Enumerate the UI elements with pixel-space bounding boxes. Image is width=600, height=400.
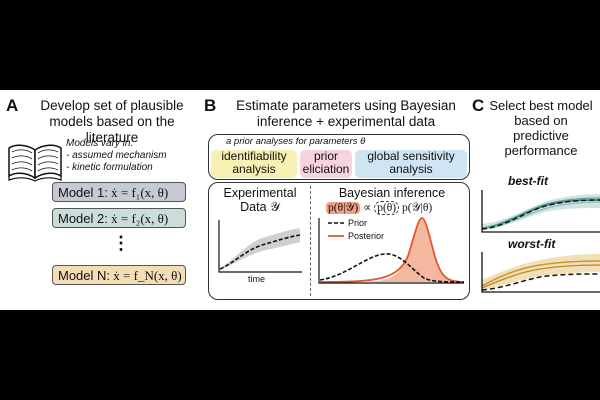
panel-c-heading-line4: performance: [504, 143, 578, 158]
panel-c-heading-line2: based on: [514, 113, 568, 128]
legend-prior-label: Prior: [348, 218, 368, 228]
experimental-axes: [218, 220, 302, 273]
panel-b-heading: Estimate parameters using Bayesian infer…: [218, 98, 474, 130]
bayes-equation: p(θ|𝒴) ∝ p(θ) p(𝒴|θ): [326, 200, 432, 216]
prior-analyses-title: a prior analyses for parameters θ: [226, 136, 366, 147]
models-vary-item-kinetic: - kinetic formulation: [66, 162, 153, 173]
identifiability-line2: analysis: [232, 162, 276, 176]
panel-c-heading-line3: predictive: [513, 128, 569, 143]
likelihood-term: p(𝒴|θ): [402, 202, 433, 214]
model-2-label: Model 2:: [58, 211, 108, 226]
model-1-box: Model 1: ẋ = f₁(x, θ): [52, 182, 186, 202]
panel-b-letter: B: [204, 96, 217, 115]
worst-fit-band: [482, 254, 600, 290]
proportional-symbol: ∝: [363, 202, 372, 214]
bayes-axes: [318, 218, 464, 284]
prior-term: p(θ): [374, 201, 400, 215]
prior-curve: [319, 253, 465, 283]
experimental-data-plot: [218, 220, 302, 273]
experimental-data-title: Experimental Data 𝒴: [212, 186, 308, 214]
prior-analyses-box: [208, 134, 470, 180]
experimental-band: [220, 228, 300, 270]
model-n-equation: ẋ = f_N(x, θ): [113, 268, 182, 283]
time-axis-label: time: [248, 274, 266, 284]
global-sensitivity-tag: global sensitivity analysis: [355, 150, 467, 178]
prior-elicitation-tag: prior eliciation: [300, 150, 352, 178]
model-2-box: Model 2: ẋ = f₂(x, θ): [52, 208, 186, 228]
model-2-equation: ẋ = f₂(x, θ): [111, 211, 169, 226]
experimental-title-line1: Experimental: [223, 186, 297, 200]
prior-elicitation-line2: eliciation: [302, 162, 350, 176]
worst-fit-curve-1: [481, 260, 600, 287]
model-n-box: Model N: ẋ = f_N(x, θ): [52, 265, 186, 285]
model-1-label: Model 1:: [58, 185, 108, 200]
figure-panel: A Develop set of plausible models based …: [0, 90, 600, 310]
model-1-equation: ẋ = f₁(x, θ): [111, 185, 169, 200]
models-ellipsis: ⋮: [112, 233, 130, 253]
bayes-distribution-plot: [318, 217, 465, 284]
panel-b-heading-line2: inference + experimental data: [256, 114, 436, 129]
inference-box: [208, 182, 470, 300]
models-vary-note: Models vary in: - assumed mechanism - ki…: [66, 138, 167, 174]
panel-c-letter: C: [472, 96, 485, 115]
model-n-label: Model N:: [58, 268, 111, 283]
panel-c-heading: Select best model based on predictive pe…: [482, 98, 600, 158]
identifiability-line1: identifiability: [221, 149, 287, 163]
worst-fit-axes: [481, 252, 600, 293]
prior-elicitation-line1: prior: [313, 149, 338, 163]
worst-fit-plot: [481, 252, 600, 293]
best-fit-plot: [481, 190, 600, 233]
bayes-title: Bayesian inference: [338, 186, 446, 200]
best-fit-label: best-fit: [508, 174, 548, 188]
worst-fit-data: [481, 273, 600, 291]
posterior-term: p(θ|𝒴): [326, 202, 361, 214]
panel-a-heading: Develop set of plausible models based on…: [22, 98, 202, 146]
models-vary-item-mechanism: - assumed mechanism: [66, 150, 167, 161]
best-fit-curve-2: [481, 197, 600, 229]
panel-b-heading-line1: Estimate parameters using Bayesian: [236, 98, 456, 113]
panel-c-heading-line1: Select best model: [489, 98, 593, 113]
inference-divider: [310, 186, 311, 296]
panel-a-heading-line2: models based on the literature: [49, 114, 175, 145]
experimental-mean-curve: [219, 234, 301, 270]
best-fit-axes: [481, 190, 600, 233]
experimental-title-line2: Data 𝒴: [240, 200, 280, 214]
models-vary-title: Models vary in:: [66, 138, 134, 149]
best-fit-data: [481, 199, 600, 230]
global-sensitivity-line1: global sensitivity: [367, 149, 455, 163]
global-sensitivity-line2: analysis: [389, 162, 433, 176]
panel-a-heading-line1: Develop set of plausible: [40, 98, 184, 113]
worst-fit-curve-2: [481, 264, 600, 289]
worst-fit-label: worst-fit: [508, 237, 556, 251]
legend-posterior-label: Posterior: [348, 231, 385, 241]
posterior-curve: [319, 217, 465, 283]
panel-a-letter: A: [6, 96, 19, 115]
open-book-icon: [8, 144, 62, 182]
identifiability-analysis-tag: identifiability analysis: [211, 150, 297, 178]
